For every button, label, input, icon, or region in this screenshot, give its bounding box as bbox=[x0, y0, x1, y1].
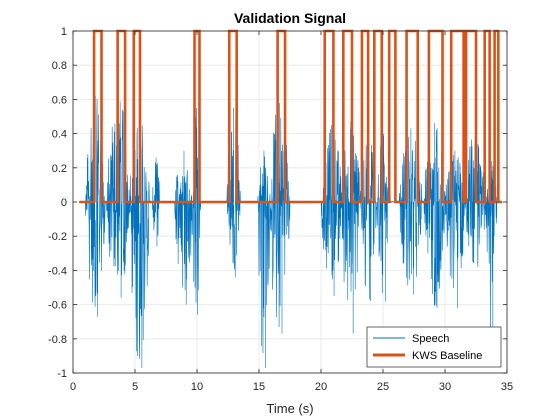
legend-label-speech: Speech bbox=[412, 333, 449, 345]
y-tick-label: 1 bbox=[61, 26, 67, 38]
x-tick-label: 35 bbox=[501, 381, 513, 393]
y-tick-label: 0.4 bbox=[52, 129, 67, 141]
x-tick-label: 30 bbox=[439, 381, 451, 393]
legend: Speech KWS Baseline bbox=[366, 326, 502, 368]
x-tick-label: 15 bbox=[253, 381, 265, 393]
y-tick-label: 0.8 bbox=[52, 60, 67, 72]
y-tick-label: 0 bbox=[61, 197, 67, 209]
legend-label-kws-baseline: KWS Baseline bbox=[412, 350, 482, 362]
y-tick-label: 0.2 bbox=[52, 163, 67, 175]
legend-box bbox=[366, 326, 502, 368]
y-tick-label: -0.2 bbox=[48, 231, 67, 243]
x-tick-label: 20 bbox=[315, 381, 327, 393]
x-tick-label: 25 bbox=[377, 381, 389, 393]
x-tick-label: 10 bbox=[191, 381, 203, 393]
x-tick-label: 0 bbox=[70, 381, 76, 393]
y-tick-label: -0.8 bbox=[48, 334, 67, 346]
x-tick-label: 5 bbox=[132, 381, 138, 393]
y-tick-label: -0.6 bbox=[48, 300, 67, 312]
y-tick-label: -0.4 bbox=[48, 265, 67, 277]
x-axis-label: Time (s) bbox=[266, 401, 313, 416]
y-tick-label: -1 bbox=[57, 368, 67, 380]
chart-title: Validation Signal bbox=[234, 10, 346, 26]
y-tick-label: 0.6 bbox=[52, 94, 67, 106]
axis-ticks: 0 5 10 15 20 25 30 35 -1 -0.8 -0.6 -0.4 -0.2 0 0.2 0.4 0… bbox=[48, 26, 513, 393]
